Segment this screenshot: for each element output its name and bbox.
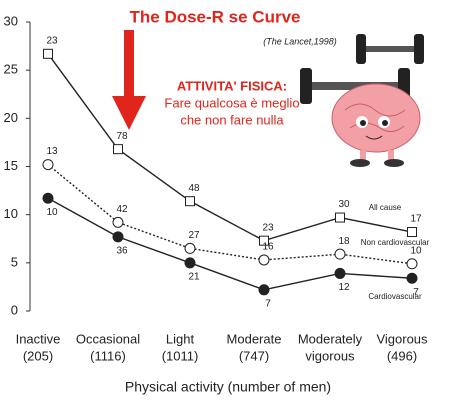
y-tick-label: 15 xyxy=(4,158,18,173)
marker xyxy=(112,216,124,228)
series-name: All cause xyxy=(369,203,402,212)
marker xyxy=(334,267,346,279)
marker xyxy=(406,272,418,284)
callout-line: che non fare nulla xyxy=(180,112,284,127)
marker xyxy=(258,254,270,266)
count-label: 21 xyxy=(188,271,200,282)
marker xyxy=(406,258,418,270)
y-tick-label: 5 xyxy=(11,254,18,269)
marker xyxy=(42,192,54,204)
brain-illustration xyxy=(300,34,424,167)
source: (The Lancet,1998) xyxy=(263,36,337,46)
series-name: Non cardiovascular xyxy=(361,238,430,247)
x-tick-label: (1011) xyxy=(162,348,199,363)
x-tick-label: (496) xyxy=(387,348,417,363)
marker xyxy=(42,159,54,171)
count-label: 17 xyxy=(410,214,422,225)
y-tick-label: 25 xyxy=(4,62,18,77)
marker xyxy=(184,257,196,269)
arrow xyxy=(112,30,146,130)
marker xyxy=(43,48,53,59)
marker xyxy=(184,242,196,254)
count-label: 23 xyxy=(262,222,274,233)
count-label: 10 xyxy=(46,207,58,218)
marker xyxy=(113,144,123,155)
callout-line: Fare qualcosa è meglio xyxy=(164,95,299,110)
marker xyxy=(112,231,124,243)
x-tick-label: Moderate xyxy=(227,331,282,346)
x-tick-label: vigorous xyxy=(305,348,355,363)
count-label: 42 xyxy=(116,204,128,215)
count-label: 30 xyxy=(338,199,350,210)
x-tick-label: Light xyxy=(166,331,195,346)
marker xyxy=(185,196,195,207)
y-tick-label: 0 xyxy=(11,302,18,317)
x-tick-label: Vigorous xyxy=(376,331,428,346)
y-tick-label: 10 xyxy=(4,206,18,221)
x-tick-label: Moderately xyxy=(298,331,363,346)
series-name: Cardiovascular xyxy=(368,292,422,301)
count-label: 18 xyxy=(338,236,350,247)
count-label: 27 xyxy=(188,230,200,241)
y-tick-label: 20 xyxy=(4,110,18,125)
series-line xyxy=(47,53,413,242)
count-label: 23 xyxy=(46,35,58,46)
marker xyxy=(407,227,417,238)
x-tick-label: (205) xyxy=(23,348,53,363)
y-tick-label: 30 xyxy=(4,13,18,28)
x-tick-label: (1116) xyxy=(90,348,126,363)
x-tick-label: Occasional xyxy=(76,331,140,346)
series-line xyxy=(47,164,413,265)
count-label: 78 xyxy=(116,131,128,142)
count-label: 10 xyxy=(410,245,422,256)
count-label: 7 xyxy=(413,287,419,298)
count-label: 48 xyxy=(188,183,200,194)
marker xyxy=(258,284,270,296)
count-label: 12 xyxy=(338,282,350,293)
x-axis-label: Physical activity (number of men) xyxy=(125,379,331,395)
x-tick-label: (747) xyxy=(239,348,269,363)
count-label: 36 xyxy=(116,245,128,256)
series-line xyxy=(47,197,413,291)
marker xyxy=(334,248,346,260)
chart-title: The Dose-R se Curve xyxy=(130,7,301,26)
count-label: 16 xyxy=(262,242,274,253)
marker xyxy=(335,212,345,223)
callout-title: ATTIVITA' FISICA: xyxy=(177,78,287,93)
marker xyxy=(259,235,269,246)
x-tick-label: Inactive xyxy=(16,331,61,346)
count-label: 13 xyxy=(46,146,58,157)
count-label: 7 xyxy=(265,298,271,309)
